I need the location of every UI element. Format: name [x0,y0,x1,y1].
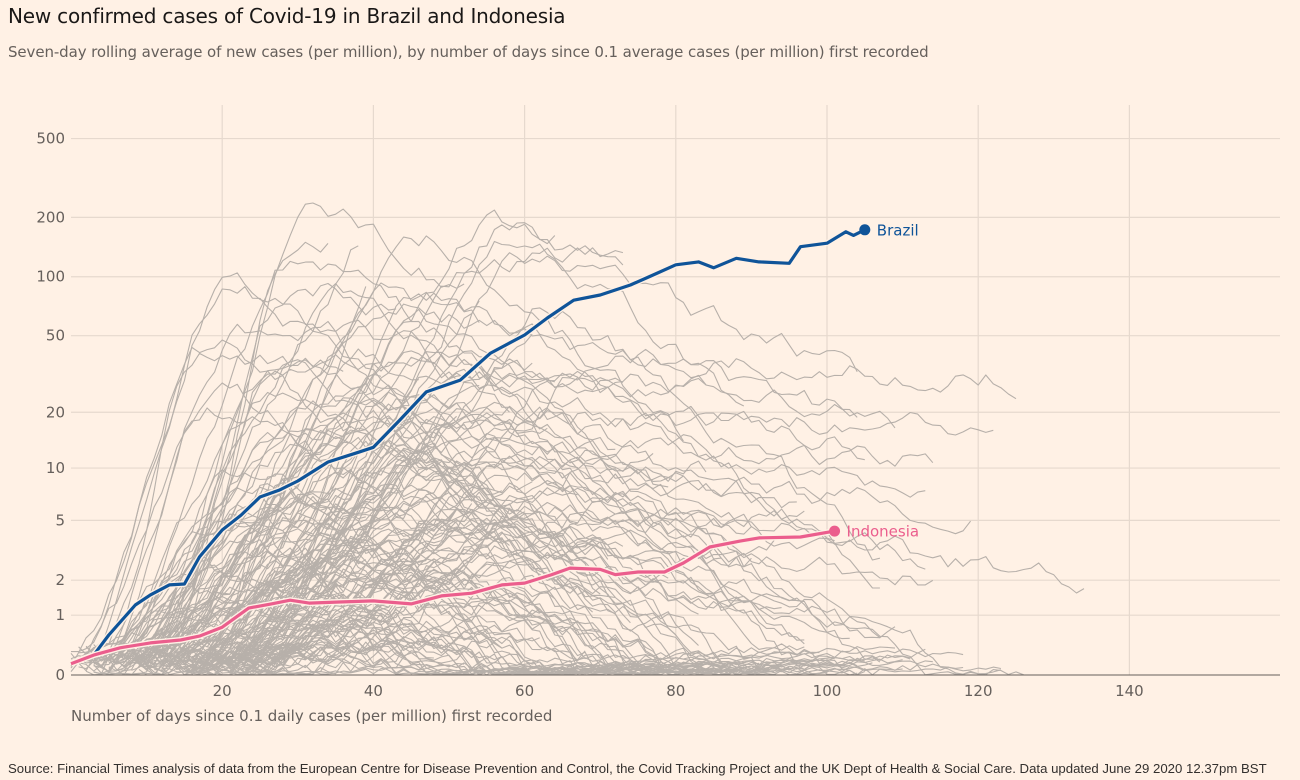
context-line [101,352,684,648]
context-line [70,382,313,669]
x-tick-label: 140 [1115,682,1144,700]
context-line [138,357,344,666]
y-tick-label: 20 [46,403,65,421]
context-line [85,550,495,665]
context-line [116,624,586,667]
x-tick-label: 40 [364,682,383,700]
context-line [244,222,624,656]
y-tick-label: 2 [55,571,65,589]
context-line [101,260,669,656]
context-line [229,648,412,676]
x-tick-label: 80 [666,682,685,700]
series-end-dot-indonesia [829,525,841,537]
context-line [93,478,639,675]
context-line [229,252,858,663]
context-line [237,240,745,653]
series-line-brazil [70,228,866,665]
context-line [146,202,465,653]
context-line [85,350,858,665]
chart-subtitle: Seven-day rolling average of new cases (… [8,43,929,61]
context-line [214,405,994,660]
context-line [206,560,873,675]
chart-title: New confirmed cases of Covid-19 in Brazi… [8,4,566,28]
context-lines [70,202,1085,676]
y-tick-label: 10 [46,459,65,477]
series-label-indonesia: Indonesia [847,523,920,541]
x-tick-label: 120 [964,682,993,700]
x-tick-label: 60 [515,682,534,700]
context-line [78,235,684,659]
context-line [169,413,722,670]
context-line [214,524,835,676]
context-line [123,400,352,676]
y-tick-label: 5 [55,511,65,529]
y-tick-label: 0 [55,666,65,684]
context-line [78,569,276,670]
context-line [93,496,737,676]
series-label-brazil: Brazil [877,221,919,239]
context-line [146,440,503,658]
x-tick-label: 20 [213,682,232,700]
series-end-dot-brazil [859,224,871,236]
context-line [161,303,896,662]
context-line [183,286,367,654]
x-tick-label: 100 [813,682,842,700]
context-line [85,391,457,655]
context-line [153,351,805,651]
context-line [176,633,389,675]
context-line [78,581,760,676]
context-line [131,373,382,670]
context-line [138,502,752,665]
y-tick-label: 500 [36,130,65,148]
context-line [161,354,865,663]
context-line [70,339,593,667]
context-line [71,272,775,676]
highlighted-series: Brazil Indonesia [69,221,920,667]
context-line [138,292,880,670]
context-line [168,241,329,656]
y-tick-label: 200 [36,208,65,226]
context-line [191,429,752,674]
context-line [176,391,850,654]
source-note: Source: Financial Times analysis of data… [8,761,1267,776]
context-line [161,453,797,673]
context-line [176,619,926,676]
context-line [146,455,972,672]
y-tick-label: 50 [46,327,65,345]
context-line [168,374,926,660]
axes: 0 1 2 5 10 20 50 100 200 500 20 40 60 80 100 120 140 [36,130,1280,700]
context-line [214,445,805,665]
context-line [131,359,495,671]
context-line [244,527,896,656]
context-line [199,427,866,676]
context-line [191,307,881,664]
context-line [131,639,480,676]
x-axis-title: Number of days since 0.1 daily cases (pe… [71,707,552,725]
context-line [70,506,608,676]
series-line-indonesia [70,529,835,666]
context-line [123,493,752,671]
y-tick-label: 100 [36,268,65,286]
y-tick-label: 1 [55,606,65,624]
context-line [199,501,487,668]
context-line [184,560,540,672]
context-line [191,615,964,676]
context-line [221,483,1001,676]
context-line [191,359,555,670]
context-line [214,525,934,667]
context-line [85,444,435,672]
context-line [207,433,934,660]
context-line [154,282,397,671]
context-line [78,283,805,672]
